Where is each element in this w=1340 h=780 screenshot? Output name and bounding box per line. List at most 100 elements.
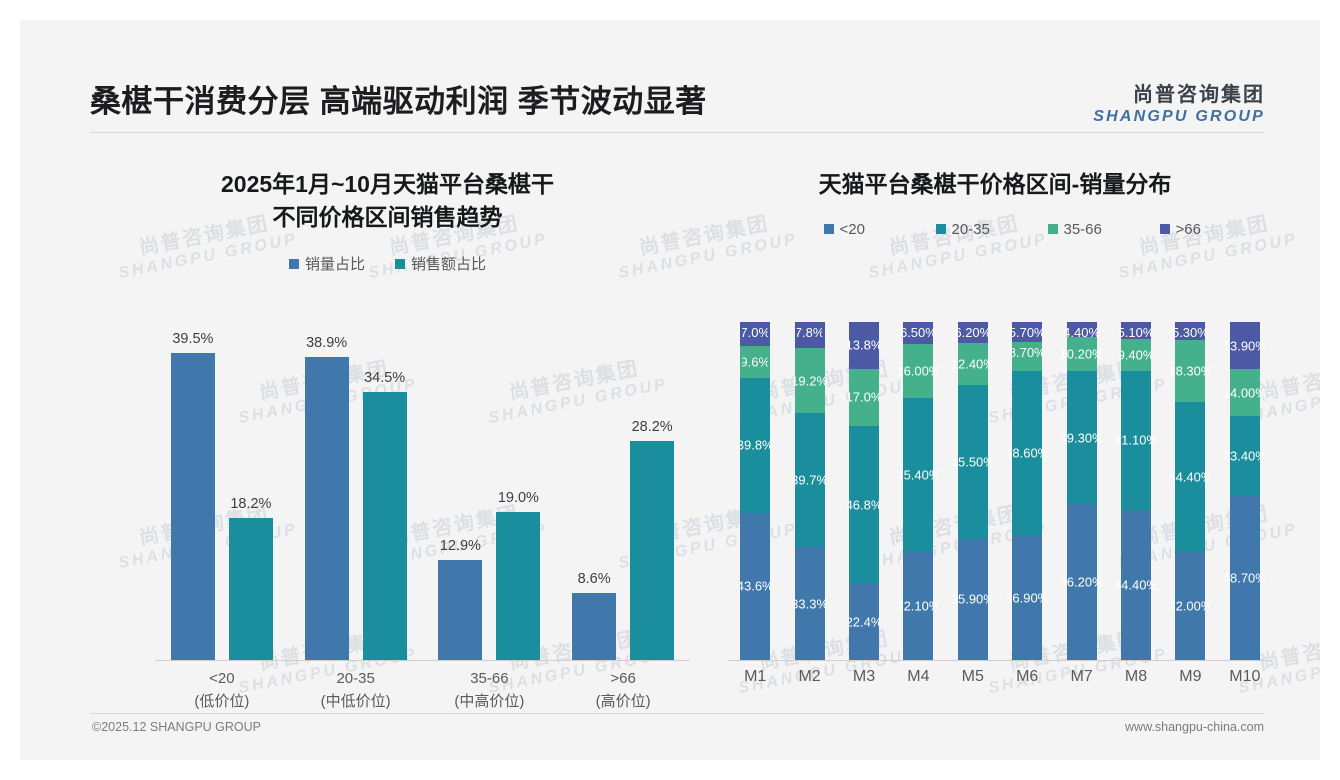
stack-segment-35-66[interactable]: 18.30% [1170, 339, 1210, 402]
category-sub: (中高价位) [454, 692, 525, 710]
stack-segment-label: 5.30% [1171, 325, 1209, 341]
stacked-bar[interactable]: 6.20% 12.40% 45.50% 35.90% [953, 322, 993, 660]
stack-segment-label: 8.70% [1008, 344, 1046, 360]
bar-value-label: 8.6% [577, 571, 611, 588]
stacked-bar[interactable]: 4.40% 10.20% 39.30% 46.20% [1062, 322, 1102, 660]
legend-item-volume-1[interactable]: 20-35 [935, 221, 1048, 238]
bar-volume-share[interactable]: 8.6% [572, 571, 617, 660]
stack-segment-<20[interactable]: 32.10% [898, 551, 938, 660]
bar-revenue-share[interactable]: 28.2% [630, 419, 675, 660]
bar-revenue-share[interactable]: 18.2% [228, 496, 273, 660]
stacked-bar[interactable]: 7.0% 9.6% 39.8% 43.6% [739, 322, 772, 660]
stack-segment->66[interactable]: 13.90% [1225, 322, 1265, 370]
stack-segment-35-66[interactable]: 19.2% [793, 348, 826, 414]
stack-segment->66[interactable]: 5.70% [1011, 322, 1044, 342]
legend-item-volume-3[interactable]: >66 [1159, 221, 1272, 238]
stack-segment-20-35[interactable]: 45.40% [898, 398, 938, 552]
stack-segment-<20[interactable]: 32.00% [1170, 551, 1210, 660]
stack-segment-label: 13.8% [845, 337, 883, 353]
stack-segment-35-66[interactable]: 9.6% [740, 345, 771, 379]
website-link[interactable]: www.shangpu-china.com [1125, 720, 1264, 734]
stack-segment-<20[interactable]: 43.6% [739, 512, 772, 660]
bar-volume-share[interactable]: 12.9% [438, 538, 483, 660]
bar-volume-share[interactable]: 39.5% [170, 331, 215, 660]
stack-segment-20-35[interactable]: 39.8% [739, 378, 772, 513]
x-axis-category-label: >66 (高价位) [556, 668, 690, 713]
footer-divider [90, 713, 1265, 714]
stacked-bar[interactable]: 7.8% 19.2% 39.7% 33.3% [793, 322, 826, 660]
stack-segment-<20[interactable]: 44.40% [1116, 509, 1156, 660]
bar-value-label: 19.0% [497, 490, 539, 507]
stack-segment-label: 48.70% [1222, 570, 1267, 586]
bar-value-label: 12.9% [439, 537, 481, 554]
stack-segment-20-35[interactable]: 23.40% [1225, 416, 1265, 496]
stack-segment-20-35[interactable]: 45.50% [953, 384, 993, 539]
stack-segment-35-66[interactable]: 16.00% [898, 344, 938, 399]
stack-segment-20-35[interactable]: 39.7% [793, 413, 826, 548]
legend-label: <20 [839, 220, 865, 238]
bar-fill [572, 593, 617, 660]
stack-segment-<20[interactable]: 36.90% [1007, 535, 1047, 660]
stack-segment-35-66[interactable]: 14.00% [1225, 369, 1265, 417]
stack-segment->66[interactable]: 4.40% [1065, 322, 1098, 340]
legend-item-sales-trend-0[interactable]: 销量占比 [288, 253, 365, 274]
x-axis-month-label: M4 [907, 668, 930, 685]
x-axis-month-label: M2 [798, 668, 821, 685]
chart-title-line1: 2025年1月~10月天猫平台桑椹干 [221, 171, 554, 197]
bar-revenue-share[interactable]: 19.0% [496, 490, 541, 660]
slide-footer: ©2025.12 SHANGPU GROUP www.shangpu-china… [20, 720, 1320, 742]
bar-fill [630, 440, 675, 660]
stack-segment-35-66[interactable]: 12.40% [953, 342, 993, 385]
stacked-bar[interactable]: 13.8% 17.0% 46.8% 22.4% [848, 322, 880, 660]
chart-title-line2: 不同价格区间销售趋势 [272, 203, 503, 230]
stack-segment-<20[interactable]: 22.4% [848, 584, 880, 660]
x-axis-month-label: M8 [1124, 668, 1148, 685]
stack-segment-20-35[interactable]: 48.60% [1007, 371, 1047, 536]
stack-segment-20-35[interactable]: 41.10% [1116, 371, 1156, 510]
stack-segment-label: 19.2% [791, 373, 829, 389]
stack-segment-35-66[interactable]: 10.20% [1062, 336, 1102, 372]
stack-segment->66[interactable]: 7.0% [740, 322, 771, 346]
stacked-bar[interactable]: 5.10% 9.40% 41.10% 44.40% [1116, 322, 1156, 660]
stack-segment->66[interactable]: 6.50% [902, 322, 935, 344]
stack-segment->66[interactable]: 5.30% [1174, 322, 1207, 340]
stack-segment-20-35[interactable]: 39.30% [1062, 371, 1102, 504]
category-main: >66 [610, 670, 636, 687]
bar-value-label: 18.2% [230, 496, 272, 513]
stack-segment-35-66[interactable]: 9.40% [1120, 339, 1152, 372]
bar-group: 12.9% 19.0% [423, 310, 557, 660]
grouped-bar-plot-area: 39.5% 18.2% 38.9% 34.5% 12.9% 19.0% 8.6% 28.2% [155, 310, 690, 660]
legend-item-volume-0[interactable]: <20 [823, 220, 936, 238]
stack-segment-label: 32.10% [896, 598, 941, 614]
stack-segment->66[interactable]: 6.20% [956, 322, 989, 343]
legend-item-sales-trend-1[interactable]: 销售额占比 [395, 253, 486, 274]
stack-segment-label: 7.8% [794, 325, 825, 341]
stacked-bar[interactable]: 5.30% 18.30% 44.40% 32.00% [1170, 322, 1210, 660]
bar-revenue-share[interactable]: 34.5% [362, 370, 407, 660]
stacked-bar[interactable]: 5.70% 8.70% 48.60% 36.90% [1007, 322, 1047, 660]
stacked-bar[interactable]: 6.50% 16.00% 45.40% 32.10% [898, 322, 938, 660]
legend-swatch-icon [1047, 224, 1058, 235]
stack-segment->66[interactable]: 5.10% [1120, 322, 1152, 340]
stack-segment-20-35[interactable]: 44.40% [1170, 401, 1210, 552]
bar-volume-share[interactable]: 38.9% [304, 335, 349, 660]
stack-segment-label: 6.20% [954, 325, 992, 341]
stack-segment-20-35[interactable]: 46.8% [848, 426, 880, 585]
bar-value-label: 38.9% [306, 335, 348, 352]
legend-item-volume-2[interactable]: 35-66 [1047, 221, 1160, 238]
x-axis-month-label: M1 [744, 668, 767, 685]
stack-segment->66[interactable]: 7.8% [794, 322, 825, 349]
stack-segment-<20[interactable]: 48.70% [1225, 495, 1265, 660]
stacked-bar[interactable]: 13.90% 14.00% 23.40% 48.70% [1225, 322, 1265, 660]
stack-segment->66[interactable]: 13.8% [848, 322, 880, 369]
stack-segment-label: 46.20% [1059, 574, 1104, 590]
bar-fill [438, 559, 483, 660]
stack-segment-35-66[interactable]: 17.0% [848, 368, 880, 427]
chart-panel-sales-trend: 2025年1月~10月天猫平台桑椹干 不同价格区间销售趋势 销量占比 销售额占比 … [75, 150, 700, 720]
stack-segment-<20[interactable]: 46.20% [1062, 504, 1102, 660]
stack-segment-<20[interactable]: 35.90% [953, 538, 993, 660]
stack-segment-35-66[interactable]: 8.70% [1011, 341, 1044, 372]
stack-segment-label: 32.00% [1168, 598, 1213, 614]
stack-segment-<20[interactable]: 33.3% [793, 547, 826, 660]
stack-segment-label: 9.6% [740, 354, 771, 370]
